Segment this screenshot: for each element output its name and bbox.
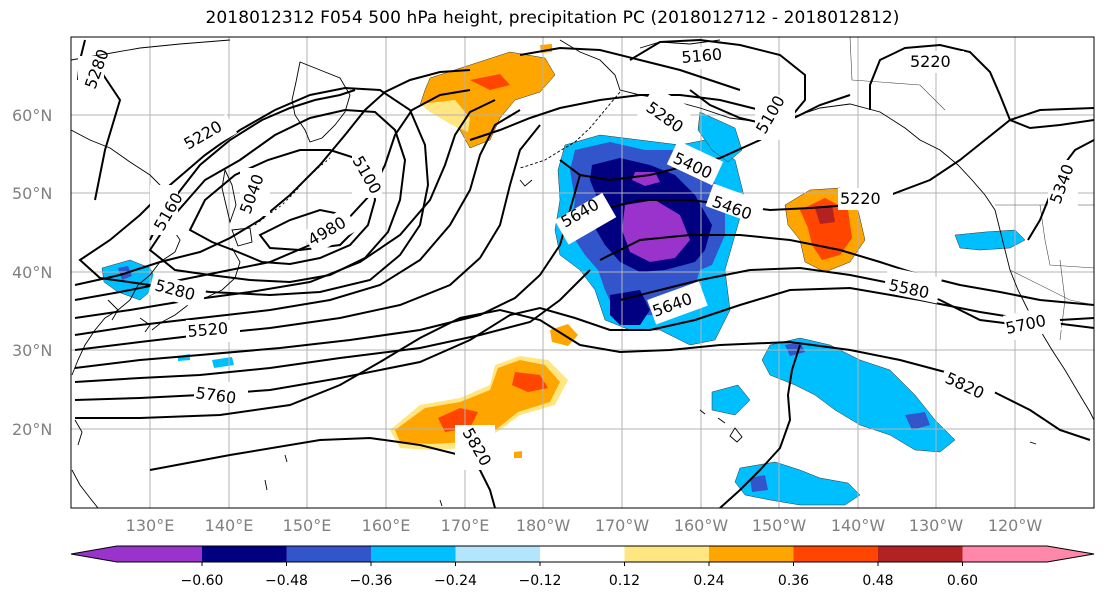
negative-precip-region [954, 229, 1026, 251]
colorbar-segment [878, 546, 963, 562]
negative-precip-region [622, 200, 690, 262]
colorbar-segment [793, 546, 878, 562]
lon-label: 160°E [362, 516, 411, 535]
negative-precip-region [610, 290, 650, 325]
negative-precip-region [734, 461, 861, 506]
positive-precip-region [470, 74, 510, 90]
colorbar-segment [71, 546, 202, 562]
colorbar-tick-label: 0.24 [693, 573, 724, 589]
positive-precip-region [815, 205, 835, 224]
contour-label: 5220 [910, 52, 951, 71]
lon-label: 180°W [516, 516, 571, 535]
negative-precip-region [697, 111, 743, 163]
positive-precip-region [514, 451, 522, 458]
colorbar-segment [455, 546, 540, 562]
colorbar-tick-label: −0.36 [350, 573, 393, 589]
colorbar-tick-label: 0.12 [609, 573, 640, 589]
lon-label: 120°W [988, 516, 1043, 535]
colorbar-tick-label: −0.60 [181, 573, 224, 589]
colorbar-tick-label: −0.24 [434, 573, 477, 589]
latitude-labels: 20°N 30°N 40°N 50°N 60°N [12, 106, 52, 439]
lon-label: 150°E [283, 516, 332, 535]
colorbar: −0.60 −0.48 −0.36 −0.24 −0.12 0.12 0.24 … [70, 545, 1095, 589]
lat-label: 30°N [12, 341, 52, 360]
lat-label: 60°N [12, 106, 52, 125]
colorbar-outline [70, 545, 1095, 563]
lon-label: 140°E [205, 516, 254, 535]
colorbar-tick-label: 0.60 [947, 573, 978, 589]
lon-label: 130°W [909, 516, 964, 535]
colorbar-tick-label: −0.12 [519, 573, 562, 589]
map-title: 2018012312 F054 500 hPa height, precipit… [205, 8, 900, 28]
colorbar-tick-label: −0.48 [265, 573, 308, 589]
colorbar-segment [624, 546, 709, 562]
negative-precip-region [750, 475, 768, 492]
negative-precip-region [905, 412, 930, 430]
colorbar-segment [709, 546, 794, 562]
lat-label: 40°N [12, 263, 52, 282]
negative-precip-region [711, 384, 751, 416]
map-gridlines [71, 37, 1094, 508]
lon-label: 160°W [674, 516, 729, 535]
longitude-labels: 130°E 140°E 150°E 160°E 170°E 180°W 170°… [126, 516, 1043, 535]
map-frame [70, 36, 1095, 509]
colorbar-tick-label: 0.48 [862, 573, 893, 589]
lon-label: 140°W [831, 516, 886, 535]
colorbar-tick-label: 0.36 [778, 573, 809, 589]
colorbar-segment [540, 546, 625, 562]
contour-label: 5220 [840, 189, 881, 208]
lon-label: 170°W [595, 516, 650, 535]
contour-label: 5160 [681, 45, 723, 67]
lon-label: 150°W [752, 516, 807, 535]
lon-label: 170°E [441, 516, 490, 535]
colorbar-ticks [201, 562, 963, 566]
colorbar-segment [202, 546, 287, 562]
lon-label: 130°E [126, 516, 175, 535]
colorbar-segment [371, 546, 456, 562]
colorbar-segment [962, 546, 1094, 562]
positive-precip-region [512, 372, 548, 392]
lat-label: 50°N [12, 184, 52, 203]
lat-label: 20°N [12, 420, 52, 439]
colorbar-segment [286, 546, 371, 562]
contour-label: 5520 [187, 319, 229, 341]
positive-precip-region [420, 100, 470, 132]
